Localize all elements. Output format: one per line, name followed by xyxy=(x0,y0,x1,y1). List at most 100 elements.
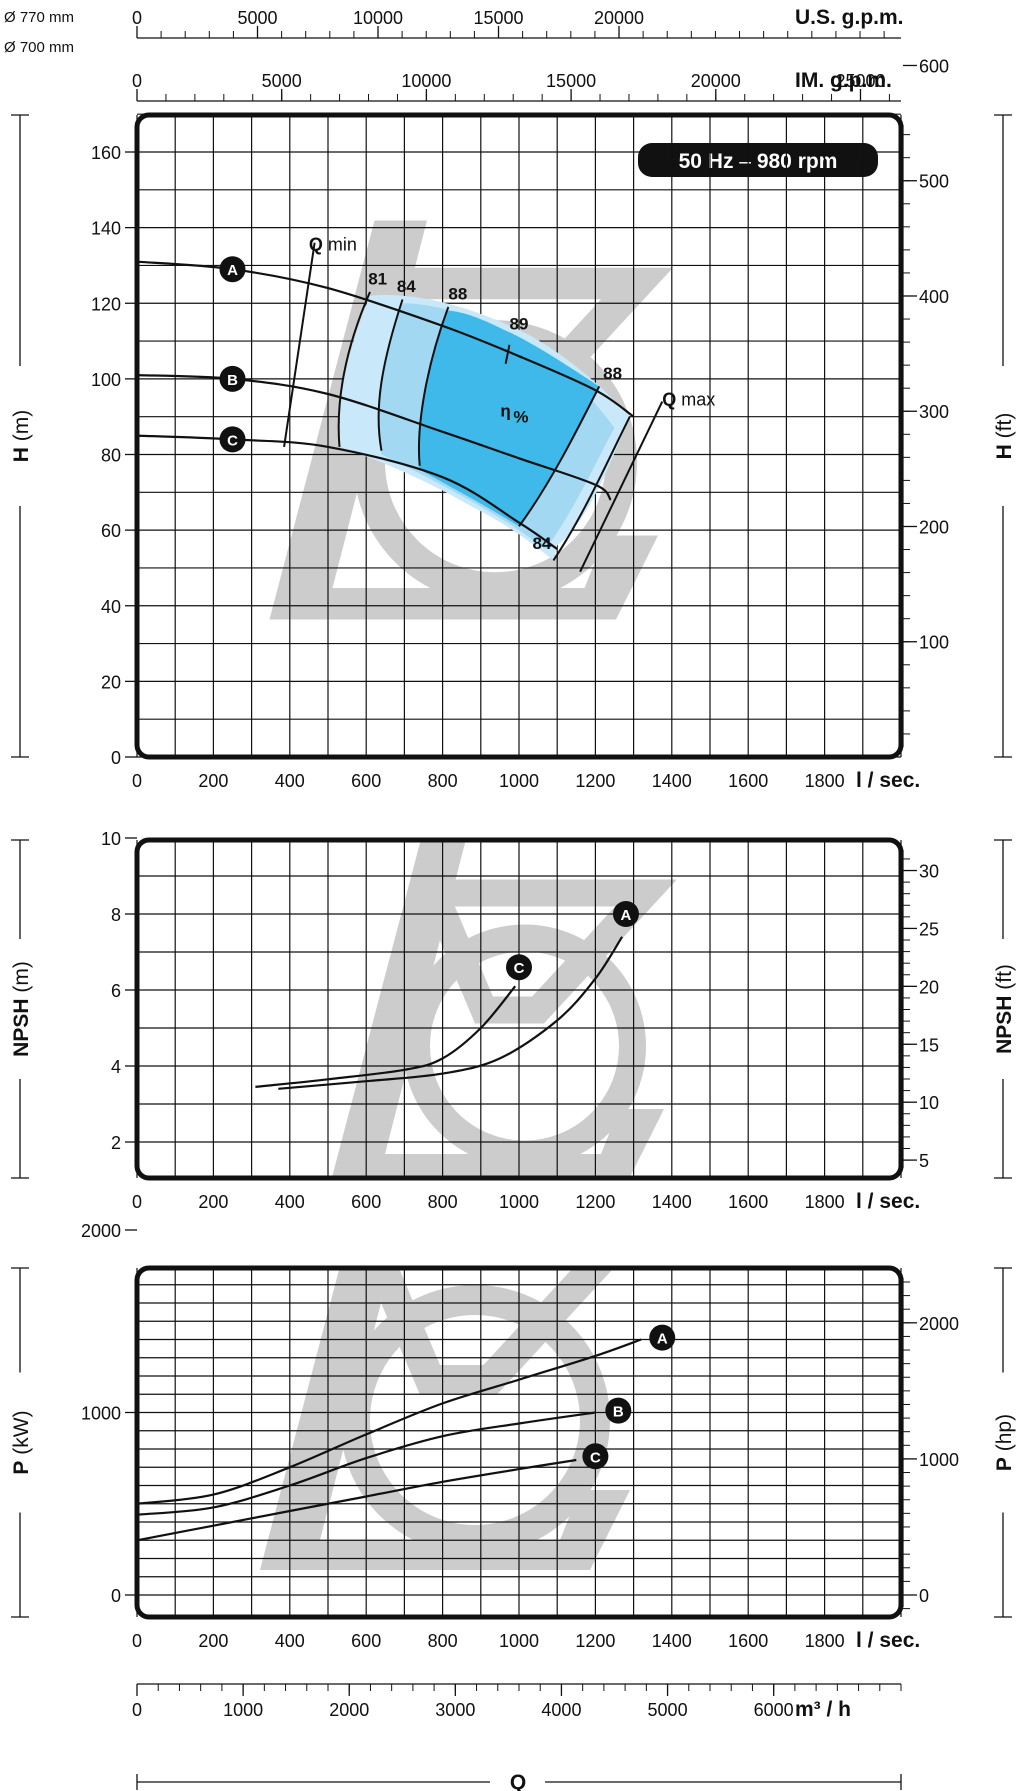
us-gpm-axis: 0 5000 10000 15000 20000 U.S. g.p.m. xyxy=(132,6,904,39)
speed-badge-dash: – xyxy=(733,150,756,173)
x-tick-label: 1400 xyxy=(652,1631,692,1651)
aux-tick-label: 20000 xyxy=(594,8,644,28)
aux-tick-label: 0 xyxy=(132,71,142,91)
y2-tick-label: 100 xyxy=(919,633,949,653)
iso-efficiency-line xyxy=(337,291,371,447)
x-tick-label: 1800 xyxy=(805,771,845,791)
eff-89-pointer xyxy=(504,344,511,364)
m3h-axis: 0 1000 2000 3000 4000 5000 6000 m³ / h xyxy=(132,1683,902,1721)
x-tick-label: 0 xyxy=(132,771,142,791)
y-tick-label: 140 xyxy=(91,219,121,239)
curve-marker-dot xyxy=(605,1397,632,1424)
aux-tick-label: 5000 xyxy=(648,1700,688,1720)
curve-marker-C: C xyxy=(219,426,246,453)
iso-efficiency-line xyxy=(552,416,631,561)
aux-tick-label: 0 xyxy=(132,1700,142,1720)
aux-tick-label: 5000 xyxy=(262,71,302,91)
x-tick-label: 600 xyxy=(351,1631,381,1651)
y-tick-label: 80 xyxy=(101,446,121,466)
npsh-ft-axis: 5 10 15 20 25 30 xyxy=(902,850,939,1171)
y2-tick-label: 1000 xyxy=(919,1450,959,1470)
watermark-frame xyxy=(260,1268,630,1570)
x-tick-label: 1000 xyxy=(499,1192,539,1212)
efficiency-label: 88 xyxy=(603,364,622,383)
y-tick-label: 60 xyxy=(101,521,121,541)
curve-marker-dot xyxy=(219,256,246,283)
curve-marker-C: C xyxy=(582,1443,609,1470)
watermark-logo-npsh xyxy=(331,840,677,1178)
y-tick-label: 0 xyxy=(111,1586,121,1606)
y-tick-label: 40 xyxy=(101,597,121,617)
y-tick-label: 6 xyxy=(111,981,121,1001)
aux-tick-label: 6000 xyxy=(754,1700,794,1720)
power-hp-title: P (hp) xyxy=(993,1267,1016,1618)
y-tick-label: 2 xyxy=(111,1133,121,1153)
npsh-curves: AC xyxy=(255,901,639,1090)
x-tick-label: 1000 xyxy=(499,1631,539,1651)
y-tick-label: 0 xyxy=(111,748,121,768)
aux-tick-label: 25000 xyxy=(835,71,885,91)
x-tick-label: 1400 xyxy=(652,1192,692,1212)
aux-tick-label: 1000 xyxy=(223,1700,263,1720)
iso-efficiency-line xyxy=(418,306,450,466)
aux-unit-label: m³ / h xyxy=(795,1698,851,1721)
efficiency-zones: 81 84 88 89 88 84 η% xyxy=(337,269,631,561)
power-curve-B xyxy=(136,1411,596,1516)
efficiency-label: 81 xyxy=(368,269,387,288)
x-unit-label: l / sec. xyxy=(856,1190,920,1213)
power-curves: A B C xyxy=(136,1324,676,1542)
side-title-text: NPSH (m) xyxy=(10,961,33,1057)
aux-tick-label: 2000 xyxy=(329,1700,369,1720)
curve-marker-letter: A xyxy=(227,262,238,279)
plot-frame xyxy=(134,1265,904,1620)
y-tick-label: 100 xyxy=(91,370,121,390)
x-tick-label: 1800 xyxy=(805,1192,845,1212)
curve-marker-letter: C xyxy=(227,432,238,449)
curve-marker-letter: A xyxy=(621,907,632,924)
head-curves: A B C Q min Q max xyxy=(136,234,715,573)
side-title-text: P (kW) xyxy=(10,1410,33,1474)
speed-badge-hz: 50 Hz xyxy=(679,150,734,173)
q-max-line xyxy=(579,401,664,573)
efficiency-label: 88 xyxy=(448,284,467,303)
curve-marker-dot xyxy=(582,1443,609,1470)
aux-tick-label: 5000 xyxy=(237,8,277,28)
efficiency-center-sub: % xyxy=(513,407,528,426)
x-tick-label: 1200 xyxy=(575,1631,615,1651)
curve-marker-dot xyxy=(649,1324,676,1351)
y2-tick-label: 400 xyxy=(919,287,949,307)
x-tick-label: 400 xyxy=(275,771,305,791)
x-tick-label: 800 xyxy=(428,1192,458,1212)
x-tick-label: 0 xyxy=(132,1192,142,1212)
y2-tick-label: 600 xyxy=(919,56,949,76)
aux-tick-label: 10000 xyxy=(353,8,403,28)
curve-marker-A: A xyxy=(649,1324,676,1351)
curve-marker-A: A xyxy=(219,256,246,283)
x-unit-label: l / sec. xyxy=(856,769,920,792)
curve-marker-B: B xyxy=(219,365,246,392)
power-curve-C xyxy=(136,1458,577,1542)
y2-tick-label: 30 xyxy=(919,862,939,882)
watermark-frame xyxy=(331,840,664,1178)
aux-tick-label: 0 xyxy=(132,8,142,28)
y2-tick-label: 5 xyxy=(919,1151,929,1171)
curve-marker-letter: B xyxy=(227,372,238,389)
power-hp-axis: 0 1000 2000 xyxy=(902,1278,959,1610)
curve-marker-dot xyxy=(612,901,639,927)
curve-marker-dot xyxy=(506,954,532,981)
x-tick-label: 800 xyxy=(428,1631,458,1651)
y2-tick-label: 15 xyxy=(919,1035,939,1055)
eff-zone-88 xyxy=(418,310,600,527)
x-tick-label: 0 xyxy=(132,1631,142,1651)
impeller-diameter-1: Ø 770 mm xyxy=(4,9,74,26)
curve-marker-letter: C xyxy=(514,960,525,977)
side-title-text: P (hp) xyxy=(993,1414,1016,1471)
q-min-line xyxy=(283,242,316,448)
y-tick-label: 4 xyxy=(111,1057,121,1077)
x-tick-label: 1200 xyxy=(575,1192,615,1212)
aux-tick-label: 10000 xyxy=(401,71,451,91)
x-tick-label: 200 xyxy=(198,1631,228,1651)
q-max-label: Q max xyxy=(662,389,715,409)
